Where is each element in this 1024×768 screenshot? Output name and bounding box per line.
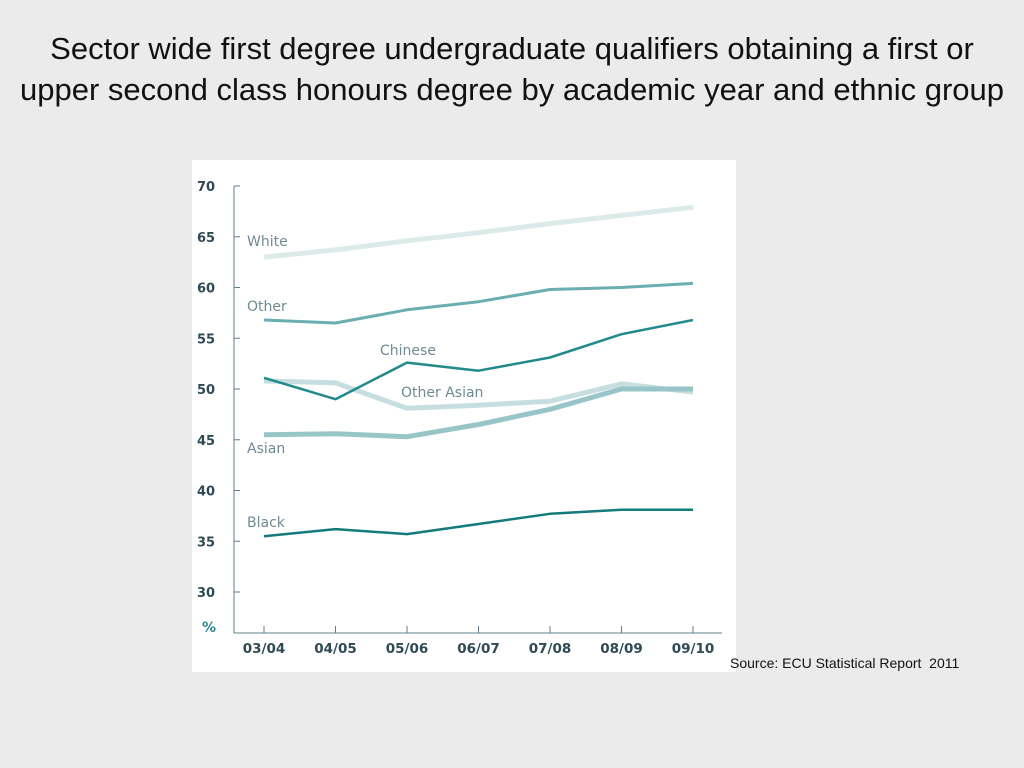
x-tick-label: 03/04	[243, 641, 286, 657]
slide-title: Sector wide first degree undergraduate q…	[20, 31, 1005, 107]
series-lines	[263, 204, 694, 538]
y-axis-unit-label: %	[202, 620, 216, 636]
x-axis-ticks: 03/04 04/05 05/06 06/07 07/08 08/09 09/10	[243, 626, 715, 657]
x-tick-label: 07/08	[529, 641, 572, 657]
series-line-asian	[263, 386, 693, 440]
y-tick-label: 35	[197, 535, 215, 550]
y-tick-label: 65	[197, 231, 215, 246]
y-tick-label: 50	[197, 383, 215, 398]
series-label-black: Black	[247, 515, 286, 531]
series-labels: White Other Other Asian Asian Chinese Black	[247, 234, 483, 531]
y-tick-label: 45	[197, 434, 215, 449]
x-tick-label: 04/05	[314, 641, 357, 657]
y-axis-ticks: 70 65 60 55 50 45 40 35 30	[197, 180, 240, 601]
series-line-other-asian	[263, 378, 694, 411]
y-tick-label: 40	[197, 485, 215, 500]
source-note: Source: ECU Statistical Report 2011	[730, 655, 960, 671]
series-line-black	[263, 508, 693, 538]
series-line-chinese	[263, 318, 694, 401]
x-tick-label: 09/10	[672, 641, 715, 657]
y-tick-label: 60	[197, 282, 215, 297]
series-label-other: Other	[247, 299, 287, 315]
y-tick-label: 70	[197, 180, 215, 195]
y-tick-label: 30	[197, 586, 215, 601]
x-tick-label: 06/07	[457, 641, 500, 657]
series-label-white: White	[247, 234, 288, 250]
series-label-other-asian: Other Asian	[401, 385, 483, 401]
series-label-chinese: Chinese	[380, 343, 436, 359]
series-label-asian: Asian	[247, 441, 285, 457]
y-tick-label: 55	[197, 332, 215, 347]
x-tick-label: 08/09	[600, 641, 643, 657]
series-line-white	[263, 204, 694, 260]
series-line-other	[263, 281, 694, 325]
chart-panel: 70 65 60 55 50 45 40 35 30 03/04 04/05 05/06 06/07 0…	[192, 160, 736, 672]
x-tick-label: 05/06	[386, 641, 429, 657]
